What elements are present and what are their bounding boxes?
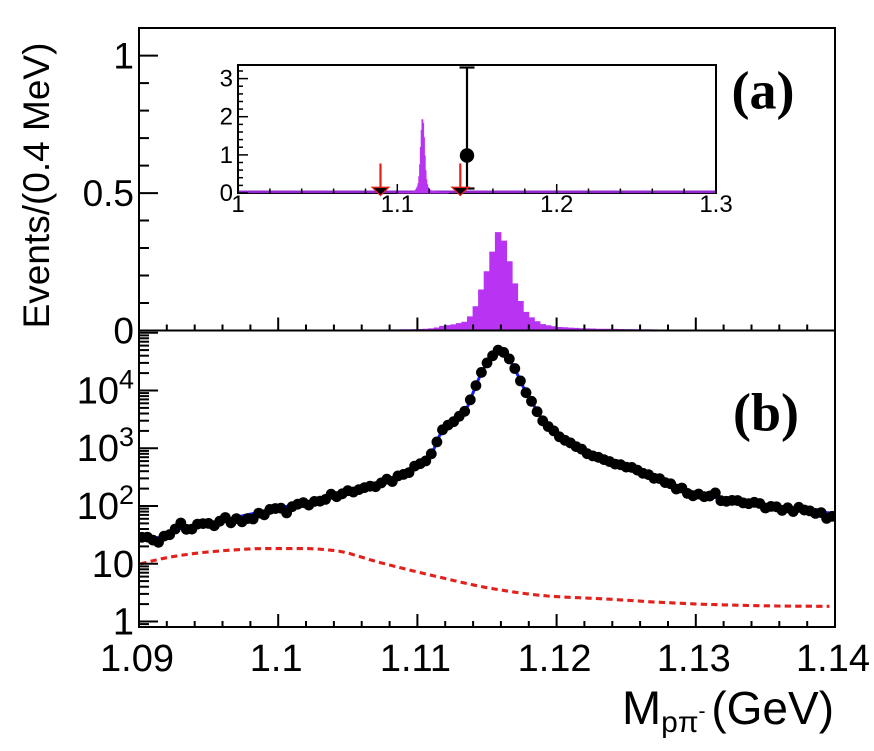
svg-text:1: 1	[220, 142, 233, 169]
svg-text:(a): (a)	[732, 61, 795, 121]
svg-text:1: 1	[231, 191, 244, 218]
svg-text:1.1: 1.1	[250, 638, 303, 680]
svg-text:1.3: 1.3	[699, 191, 732, 218]
svg-text:Mpπ- (GeV): Mpπ- (GeV)	[622, 681, 834, 739]
svg-text:0.5: 0.5	[83, 173, 134, 214]
svg-text:1.13: 1.13	[657, 638, 731, 680]
svg-text:1.11: 1.11	[380, 638, 451, 680]
svg-text:10: 10	[92, 544, 134, 586]
svg-text:1: 1	[113, 36, 134, 77]
svg-text:0: 0	[220, 180, 233, 207]
svg-text:1: 1	[113, 602, 134, 644]
svg-text:1.2: 1.2	[540, 191, 573, 218]
svg-text:0: 0	[113, 311, 134, 352]
svg-text:1.1: 1.1	[381, 191, 414, 218]
svg-text:1.14: 1.14	[796, 638, 870, 680]
svg-text:Events/(0.4 MeV): Events/(0.4 MeV)	[16, 43, 57, 329]
svg-text:3: 3	[220, 66, 233, 93]
svg-text:2: 2	[220, 104, 233, 131]
svg-text:1.09: 1.09	[100, 638, 174, 680]
svg-text:1.12: 1.12	[518, 638, 592, 680]
svg-text:(b): (b)	[733, 383, 799, 443]
